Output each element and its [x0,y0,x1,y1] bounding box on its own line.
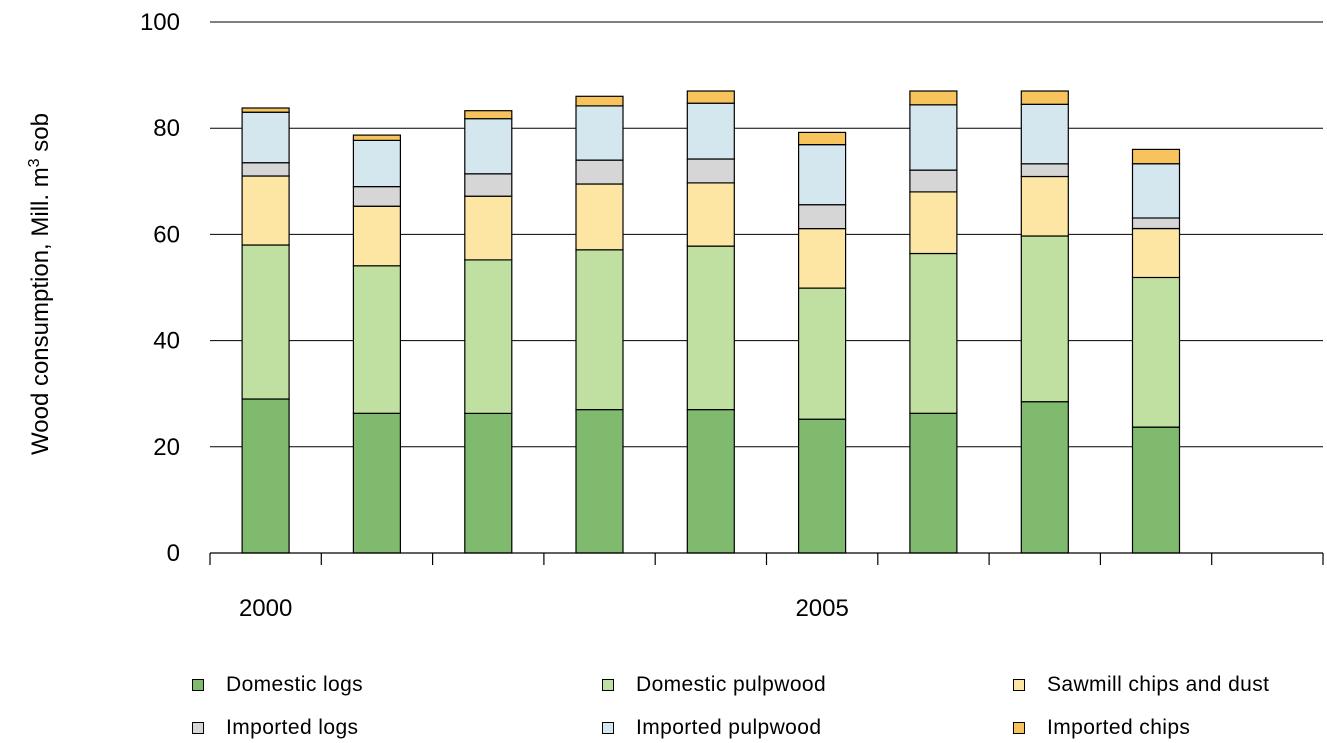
bar-segment [241,111,290,164]
y-axis-title: Wood consumption, Mill. m3 sob [26,113,54,455]
bar-segment [797,204,847,230]
bar-segment [1131,217,1181,230]
bar-segment [352,265,401,414]
bar-segment [686,90,735,104]
bar-segment [797,418,847,554]
bar-segment [575,409,624,554]
bar-segment [686,245,735,411]
bar-segment [1131,163,1181,219]
y-tick-labels: 0 20 40 60 80 100 [140,9,180,567]
bar-segment [352,139,401,188]
y-tick-label: 100 [140,9,180,36]
x-axis [209,552,1324,565]
y-tick-label: 40 [153,328,180,355]
bar-segment [797,228,847,289]
bar-segment [241,175,290,246]
bar-segment [909,412,958,554]
x-tick-labels: 2000 2005 [239,595,849,622]
bar-segment [1131,228,1181,279]
bar-segment [575,105,624,161]
bar-segment [686,182,735,247]
bar-segment [1131,426,1181,554]
y-tick-label: 20 [153,434,180,461]
bar-segment [1131,276,1181,428]
bar-segment [909,104,958,171]
bar-segment [909,90,958,106]
bar-segment [464,259,513,414]
bar-segment [352,134,401,142]
bar-segment [241,244,290,400]
bar-segment [1020,235,1069,403]
bar-segment [1131,148,1181,165]
bar-segment [1020,90,1069,105]
bar-segment [575,249,624,411]
bar-segment [464,195,513,261]
y-tick-label: 60 [153,221,180,248]
bar-segment [575,95,624,107]
bar-segment [464,117,513,175]
bar-segment [686,102,735,160]
bar-segment [464,110,513,120]
bar-segment [241,107,290,113]
bar-segment [1020,175,1069,237]
bar-segment [464,173,513,197]
bar-segment [575,159,624,185]
bar-segment [464,412,513,554]
bar-segment [797,287,847,420]
bar-segment [1020,401,1069,554]
bar-segment [797,131,847,146]
bar-segment [241,398,290,554]
bar-segment [797,144,847,206]
y-tick-label: 0 [167,540,180,567]
x-tick-label: 2005 [795,595,848,622]
bar-segment [352,205,401,267]
bar-segment [909,169,958,193]
bar-segment [686,409,735,554]
bar-segment [575,183,624,251]
bar-segment [1020,103,1069,165]
bar-segment [909,191,958,255]
bar-segment [1020,163,1069,178]
bar-segment [352,412,401,554]
bar-segment [686,158,735,184]
bar-segment [241,162,290,177]
x-tick-label: 2000 [239,595,292,622]
y-tick-label: 80 [153,115,180,142]
bar-segment [909,252,958,414]
bar-segment [352,186,401,207]
bars [241,90,1181,554]
